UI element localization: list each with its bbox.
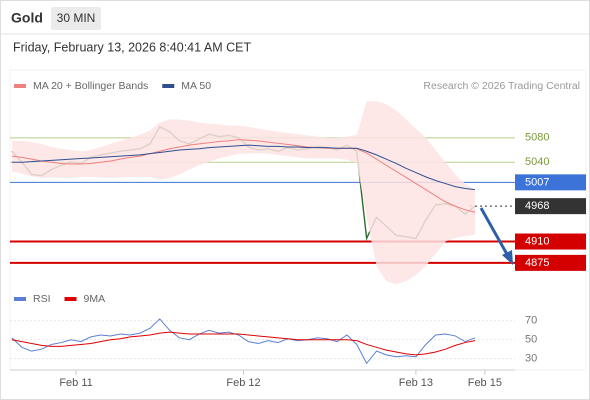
legend-label: RSI: [33, 293, 51, 305]
legend-label: MA 50: [181, 80, 211, 92]
x-tick-label: Feb 15: [468, 377, 502, 389]
level-label: 4910: [525, 235, 549, 247]
level-box: [515, 254, 586, 271]
legend-swatch: [64, 297, 77, 301]
arrow-head: [502, 250, 513, 265]
symbol: Gold: [11, 10, 43, 26]
legend-label: 9MA: [84, 293, 106, 305]
level-label: 4968: [525, 200, 549, 212]
datetime: Friday, February 13, 2026 8:40:41 AM CET: [13, 40, 251, 54]
x-tick-label: Feb 11: [59, 377, 92, 389]
series-line: [12, 144, 476, 191]
source: Research © 2026 Trading Central: [423, 80, 580, 92]
level-box: [515, 174, 586, 191]
y-tick-label: 30: [525, 353, 537, 365]
level-label: 5080: [525, 132, 549, 144]
x-tick-label: Feb 13: [399, 377, 433, 389]
arrow-shaft: [479, 207, 510, 257]
series-line: [11, 331, 476, 356]
level-box: [515, 198, 586, 215]
interval[interactable]: 30 MIN: [57, 11, 96, 25]
interval-button[interactable]: [51, 7, 101, 30]
legend-swatch: [14, 297, 26, 301]
bollinger-band: [12, 101, 475, 285]
series-line: [11, 318, 476, 365]
legend-swatch: [162, 84, 175, 88]
level-label: 5007: [525, 176, 549, 188]
legend-label: MA 20 + Bollinger Bands: [33, 80, 148, 92]
level-label: 5040: [525, 156, 549, 168]
y-tick-label: 50: [525, 334, 537, 346]
series-line: [11, 139, 476, 213]
level-label: 4875: [525, 257, 549, 269]
level-box: [515, 233, 586, 250]
forecast-arrow: [479, 207, 513, 265]
y-tick-label: 70: [525, 315, 537, 327]
legend-swatch: [14, 84, 26, 88]
x-tick-label: Feb 12: [226, 377, 260, 389]
